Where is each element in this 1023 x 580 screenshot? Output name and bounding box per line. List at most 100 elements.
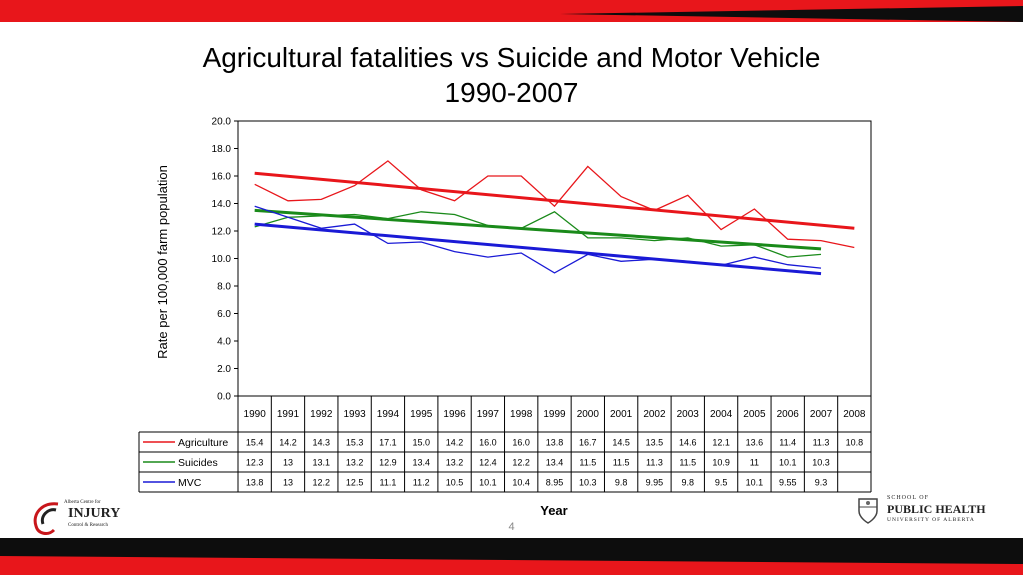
logo-right-line1: SCHOOL OF	[887, 495, 929, 501]
table-cell: 10.1	[479, 478, 497, 488]
y-axis-label: Rate per 100,000 farm population	[155, 165, 170, 359]
table-cell: 13	[283, 458, 293, 468]
legend-label-mvc: MVC	[178, 477, 202, 489]
table-cell: 13.6	[746, 438, 764, 448]
legend-label-agriculture: Agriculture	[178, 437, 228, 449]
table-cell: 14.2	[279, 438, 297, 448]
table-cell: 13.2	[446, 458, 464, 468]
table-cell: 9.8	[615, 478, 628, 488]
y-tick-label: 14.0	[212, 199, 232, 210]
x-category-label: 1998	[510, 409, 533, 420]
table-cell: 13.5	[646, 438, 664, 448]
table-cell: 12.9	[379, 458, 397, 468]
y-tick-label: 12.0	[212, 227, 232, 238]
table-cell: 11.3	[813, 438, 830, 448]
y-tick-label: 18.0	[212, 144, 232, 155]
y-tick-label: 10.0	[212, 254, 232, 265]
y-tick-label: 2.0	[217, 364, 231, 375]
y-tick-label: 16.0	[212, 172, 232, 183]
x-axis-label: Year	[540, 503, 567, 518]
series-line-suicides	[254, 211, 822, 258]
x-category-label: 2004	[710, 409, 733, 420]
table-cell: 14.6	[679, 438, 697, 448]
table-cell: 11.4	[779, 438, 796, 448]
slide-title: Agricultural fatalities vs Suicide and M…	[100, 40, 923, 110]
table-cell: 13	[283, 478, 293, 488]
table-cell: 10.3	[579, 478, 597, 488]
table-cell: 14.2	[446, 438, 464, 448]
slide-number: 4	[508, 521, 515, 533]
top-decorative-band	[0, 0, 1023, 30]
x-category-label: 2006	[777, 409, 800, 420]
bottom-decorative-band	[0, 538, 1023, 575]
y-tick-label: 8.0	[217, 282, 231, 293]
table-cell: 15.3	[346, 438, 364, 448]
table-cell: 13.8	[546, 438, 564, 448]
table-cell: 12.3	[246, 458, 264, 468]
injury-swirl-icon	[33, 502, 59, 535]
logo-left-line1: Alberta Centre for	[64, 500, 101, 505]
x-category-label: 2001	[610, 409, 633, 420]
table-cell: 9.8	[682, 478, 695, 488]
x-category-label: 2002	[643, 409, 666, 420]
x-category-label: 1997	[477, 409, 500, 420]
x-category-label: 1992	[310, 409, 333, 420]
table-cell: 9.95	[646, 478, 664, 488]
table-cell: 14.3	[313, 438, 331, 448]
logo-left-line2: INJURY	[68, 506, 121, 521]
table-cell: 10.1	[779, 458, 797, 468]
logo-right-line2: PUBLIC HEALTH	[887, 502, 986, 516]
university-crest-icon	[858, 498, 878, 524]
x-category-label: 1994	[377, 409, 400, 420]
table-cell: 12.1	[712, 438, 730, 448]
table-cell: 17.1	[379, 438, 397, 448]
table-cell: 11	[750, 458, 759, 468]
table-cell: 14.5	[612, 438, 630, 448]
table-cell: 11.5	[679, 458, 696, 468]
logo-right-line3: UNIVERSITY OF ALBERTA	[887, 517, 975, 523]
table-cell: 12.2	[313, 478, 331, 488]
school-of-public-health-logo: SCHOOL OF PUBLIC HEALTH UNIVERSITY OF AL…	[855, 493, 995, 527]
table-cell: 12.4	[479, 458, 497, 468]
table-cell: 15.0	[412, 438, 430, 448]
injury-centre-logo: Alberta Centre for INJURY Control & Rese…	[28, 496, 138, 538]
table-cell: 12.5	[346, 478, 364, 488]
y-tick-label: 20.0	[212, 117, 232, 128]
table-cell: 13.4	[412, 458, 430, 468]
table-cell: 16.0	[479, 438, 497, 448]
table-cell: 10.8	[846, 438, 864, 448]
table-cell: 10.1	[746, 478, 764, 488]
x-category-label: 2008	[843, 409, 866, 420]
trend-line-agriculture	[254, 171, 855, 230]
x-category-label: 1996	[443, 409, 466, 420]
table-cell: 11.1	[379, 478, 396, 488]
table-cell: 11.2	[413, 478, 430, 488]
table-cell: 10.5	[446, 478, 464, 488]
table-cell: 16.0	[512, 438, 530, 448]
plot-area	[237, 120, 872, 397]
legend-label-suicides: Suicides	[178, 457, 218, 469]
logo-left-line3: Control & Research	[68, 523, 108, 528]
y-tick-label: 0.0	[217, 392, 231, 403]
table-cell: 16.7	[579, 438, 597, 448]
table-cell: 9.3	[815, 478, 828, 488]
table-cell: 13.8	[246, 478, 264, 488]
table-cell: 12.2	[512, 458, 530, 468]
x-category-label: 2003	[677, 409, 700, 420]
x-category-label: 1991	[277, 409, 300, 420]
table-cell: 8.95	[546, 478, 564, 488]
x-category-label: 1995	[410, 409, 433, 420]
table-cell: 9.5	[715, 478, 728, 488]
table-cell: 10.4	[512, 478, 530, 488]
table-cell: 11.3	[646, 458, 663, 468]
table-cell: 11.5	[579, 458, 596, 468]
trend-line-mvc	[254, 222, 822, 276]
y-tick-label: 6.0	[217, 309, 231, 320]
table-cell: 15.4	[246, 438, 264, 448]
table-cell: 9.55	[779, 478, 797, 488]
table-cell: 11.5	[613, 458, 630, 468]
x-category-label: 2005	[743, 409, 766, 420]
table-cell: 13.1	[313, 458, 331, 468]
table-cell: 10.9	[712, 458, 730, 468]
